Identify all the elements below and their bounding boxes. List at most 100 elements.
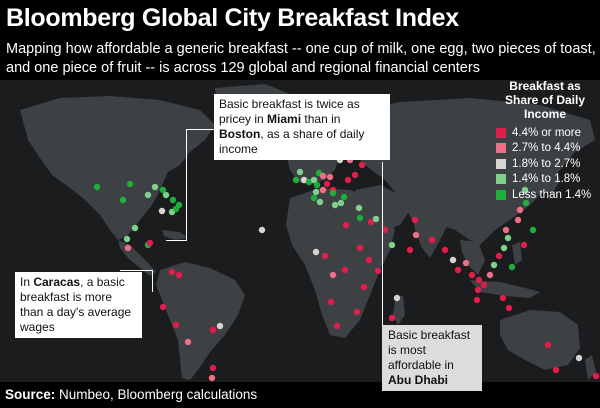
city-dot <box>381 226 389 234</box>
city-dot <box>321 252 329 260</box>
city-dot <box>393 294 401 302</box>
city-dot <box>504 234 512 242</box>
city-dot <box>310 194 318 202</box>
city-dot <box>468 271 476 279</box>
legend-swatch <box>496 143 506 154</box>
city-dot <box>184 338 192 346</box>
city-dot <box>305 178 313 186</box>
source-label: Source: <box>5 387 56 402</box>
callout-miami: Basic breakfast is twice as pricey in Mi… <box>214 94 390 160</box>
city-dot <box>337 199 345 207</box>
city-dot <box>449 256 457 264</box>
city-dot <box>216 322 224 330</box>
callout-caracas: In Caracas, a basic breakfast is more th… <box>15 272 142 338</box>
caracas-connector-horizontal <box>120 270 153 271</box>
city-dot <box>428 236 436 244</box>
city-dot <box>331 201 339 209</box>
city-dot <box>365 256 373 264</box>
city-dot <box>473 296 481 304</box>
city-dot <box>333 322 341 330</box>
city-dot <box>327 298 335 306</box>
city-dot <box>175 201 183 209</box>
abudhabi-connector <box>382 162 383 326</box>
chart-title: Bloomberg Global City Breakfast Index <box>6 4 459 32</box>
city-dot <box>131 224 139 232</box>
callout-caracas-text-2: , a basic breakfast is more than a day's… <box>20 275 132 334</box>
city-dot <box>310 176 318 184</box>
city-dot <box>356 214 364 222</box>
legend-swatch <box>496 174 506 185</box>
city-dot <box>592 372 600 380</box>
land-australia <box>500 310 580 370</box>
city-dot <box>340 193 348 201</box>
city-dot <box>168 268 176 276</box>
city-dot <box>146 239 154 247</box>
city-dot <box>372 215 380 223</box>
land-new-zealand <box>585 355 596 380</box>
city-dot <box>144 191 152 199</box>
city-dot <box>258 226 266 234</box>
callout-caracas-city: Caracas <box>33 275 81 289</box>
city-dot <box>175 271 183 279</box>
city-dot <box>520 241 528 249</box>
callout-miami-text-2: than in <box>301 112 341 126</box>
land-asia <box>345 98 595 245</box>
city-dot <box>388 241 396 249</box>
legend-swatch <box>496 189 506 200</box>
callout-abudhabi-city: Abu Dhabi <box>388 373 448 387</box>
city-dot <box>323 180 331 188</box>
land-southeast-asia <box>460 240 485 275</box>
city-dot <box>374 267 382 275</box>
callout-caracas-text-1: In <box>20 275 34 289</box>
city-dot <box>505 304 513 312</box>
city-dot <box>412 231 420 239</box>
miami-connector-vertical <box>186 129 187 241</box>
land-north-america <box>20 96 215 240</box>
city-dot <box>411 216 419 224</box>
legend-item: 1.8% to 2.7% <box>491 156 599 172</box>
city-dot <box>388 314 396 322</box>
city-dot <box>544 341 552 349</box>
city-dot <box>522 199 530 207</box>
legend-title: Breakfast as Share of Daily Income <box>504 79 586 121</box>
city-dot <box>209 364 217 372</box>
city-dot <box>360 283 368 291</box>
miami-connector-horizontal <box>166 240 187 241</box>
land-madagascar <box>393 295 405 325</box>
city-dot <box>356 244 364 252</box>
city-dot <box>480 281 488 289</box>
city-dot <box>208 374 216 382</box>
city-dot <box>351 171 359 179</box>
city-dot <box>296 168 304 176</box>
land-india <box>412 208 450 258</box>
city-dot <box>319 172 327 180</box>
legend-item: 1.4% to 1.8% <box>491 172 599 188</box>
city-dots <box>93 136 600 382</box>
city-dot <box>516 206 524 214</box>
land-philippines <box>512 242 522 265</box>
callout-miami-city-1: Miami <box>267 112 302 126</box>
city-dot <box>475 276 483 284</box>
city-dot <box>158 207 166 215</box>
city-dot <box>312 248 320 256</box>
city-dot <box>441 246 449 254</box>
city-dot <box>300 176 308 184</box>
city-dot <box>312 188 320 196</box>
city-dot <box>329 189 337 197</box>
city-dot <box>502 226 510 234</box>
chart-subtitle: Mapping how affordable a generic breakfa… <box>6 41 596 76</box>
land-japan <box>545 168 560 195</box>
city-dot <box>319 186 327 194</box>
city-dot <box>462 259 470 267</box>
city-dot <box>313 181 321 189</box>
city-dot <box>162 191 170 199</box>
city-dot <box>508 263 516 271</box>
land-africa <box>286 188 395 338</box>
city-dot <box>126 180 134 188</box>
city-dot <box>123 235 131 243</box>
legend-label: 1.4% to 1.8% <box>512 173 581 186</box>
city-dot <box>486 271 494 279</box>
source-note: Source: Numbeo, Bloomberg calculations <box>5 387 257 402</box>
city-dot <box>490 261 498 269</box>
callout-abudhabi-text: Basic breakfast is most affordable in <box>388 328 471 372</box>
